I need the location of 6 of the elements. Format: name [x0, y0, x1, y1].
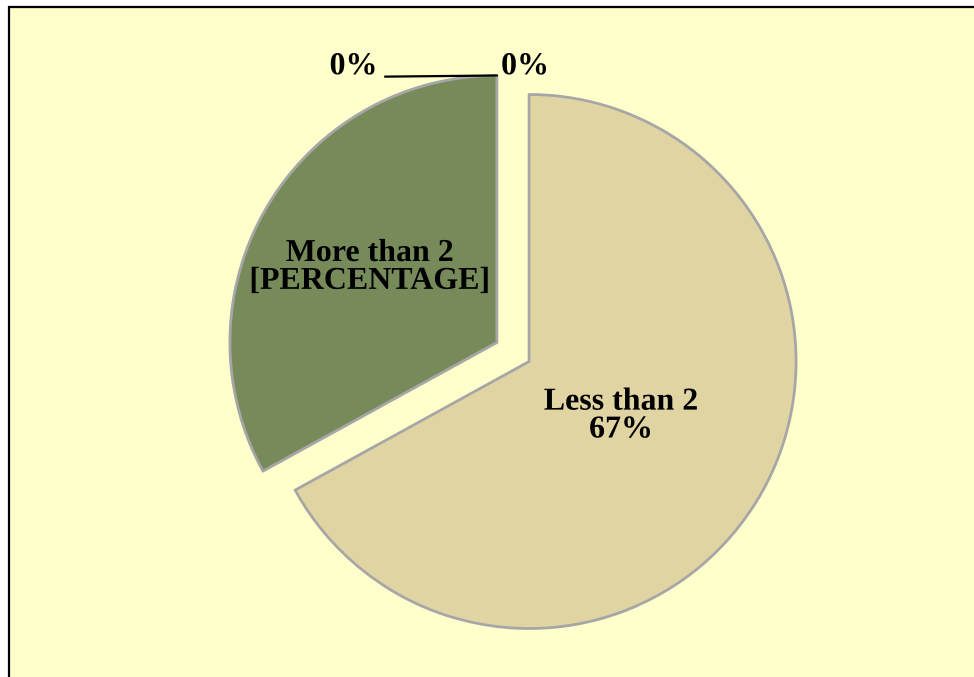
- text: 0%: [502, 52, 546, 75]
- data-label: 67%: [590, 416, 650, 438]
- slice-label: More than 2: [286, 238, 452, 262]
- slice-label: Less than 2: [544, 387, 697, 410]
- text: 0%: [330, 52, 374, 75]
- data-label: [PERCENTAGE]: [252, 266, 488, 294]
